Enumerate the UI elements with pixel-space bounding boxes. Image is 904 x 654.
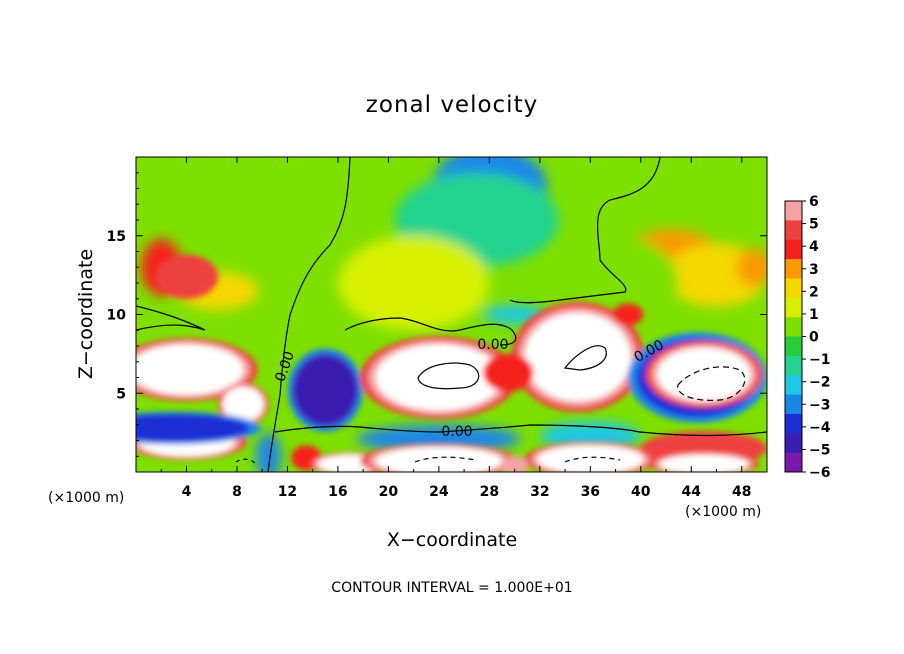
- zero-contour-upper-right: [509, 157, 661, 304]
- field-blob: [524, 312, 631, 402]
- colorbar-swatch: [785, 259, 802, 279]
- colorbar-label: −4: [809, 420, 831, 436]
- field-blob: [292, 353, 359, 427]
- colorbar-label: 6: [809, 194, 819, 210]
- colorbar-label: 1: [809, 307, 819, 323]
- colorbar-label: −3: [809, 397, 830, 413]
- colorbar-swatch: [785, 201, 802, 221]
- field-blob: [375, 344, 502, 411]
- y-tick-label: 5: [116, 386, 126, 402]
- x-tick-label: 8: [232, 484, 242, 500]
- zero-contour-mid: [344, 317, 517, 346]
- colorbar-label: −5: [809, 442, 830, 458]
- zero-contour-upper-left: [136, 305, 206, 331]
- field-blob: [613, 303, 644, 326]
- inner-contour-3: [677, 366, 746, 401]
- colorbar-label: 4: [809, 239, 819, 255]
- field-blob: [136, 413, 250, 443]
- contour-labels: 0.00 0.00 0.00 0.00: [272, 337, 666, 440]
- colorbar-label: 2: [809, 284, 819, 300]
- x-tick-label: 20: [379, 484, 399, 500]
- field-blob: [537, 445, 644, 472]
- x-axis: 4 8 12 16 20 24 28 32 36 40 44 48: [160, 157, 752, 500]
- x-axis-label: X−coordinate: [387, 529, 517, 551]
- colorbar-swatch: [785, 433, 802, 454]
- colorbar-label: 3: [809, 262, 819, 278]
- colorbar-label: −1: [809, 352, 830, 368]
- x-tick-label: 40: [631, 484, 651, 500]
- colorbar-swatch: [785, 220, 802, 241]
- colorbar-label: −2: [809, 375, 830, 391]
- x-tick-label: 32: [530, 484, 549, 500]
- plot-area: 0.00 0.00 0.00 0.00 4 8 12 16 20 24 28 32 36 40 44…: [107, 156, 768, 500]
- colorbar-swatch: [785, 394, 802, 415]
- field-blob: [154, 254, 219, 299]
- contour-interval-note: CONTOUR INTERVAL = 1.000E+01: [331, 580, 572, 596]
- colorbar-swatch: [785, 239, 802, 260]
- inner-contour-1: [417, 362, 480, 390]
- field-blob: [483, 353, 534, 392]
- x-tick-label: 12: [278, 484, 297, 500]
- y-axis: 5 10 15: [107, 172, 767, 457]
- field-blob: [500, 456, 529, 472]
- colorbar-swatch: [785, 355, 802, 376]
- field-blob: [223, 386, 264, 422]
- x-tick-label: 36: [581, 484, 600, 500]
- y-axis-label: Z−coordinate: [75, 249, 97, 379]
- field-blob: [659, 454, 749, 472]
- colorbar-label: 5: [809, 217, 819, 233]
- colorbar-swatch: [785, 317, 802, 337]
- x-tick-label: 24: [429, 484, 449, 500]
- inner-contour-5: [564, 456, 621, 463]
- colorbar-swatch: [785, 336, 802, 357]
- field-blob: [337, 235, 490, 331]
- heatmap-field: [136, 157, 767, 472]
- zero-contour-low: [274, 424, 767, 437]
- field-blob: [657, 347, 751, 402]
- field-blob: [255, 432, 282, 472]
- colorbar-swatch: [785, 278, 802, 299]
- colorbar-swatch: [785, 375, 802, 396]
- y-tick-label: 10: [107, 308, 127, 324]
- x-unit-right: (×1000 m): [685, 504, 761, 520]
- x-tick-label: 48: [732, 484, 751, 500]
- field-blob: [736, 248, 767, 287]
- x-tick-label: 16: [328, 484, 347, 500]
- colorbar-swatch: [785, 452, 802, 473]
- field-blob: [136, 344, 244, 395]
- x-tick-label: 44: [682, 484, 702, 500]
- colorbar-swatch: [785, 413, 802, 434]
- field-blob: [375, 446, 502, 472]
- contour-lines: [136, 157, 767, 472]
- colorbar-label: −6: [809, 465, 830, 481]
- y-tick-label: 15: [107, 229, 126, 245]
- x-tick-label: 28: [480, 484, 499, 500]
- colorbar-swatch: [785, 297, 802, 318]
- contour-label: 0.00: [477, 337, 508, 353]
- contour-label: 0.00: [441, 424, 472, 440]
- x-unit-left: (×1000 m): [48, 490, 124, 506]
- zero-contour-left: [267, 157, 351, 472]
- colorbar: 6 5 4 3 2 1 0 −1 −2 −3 −4 −5 −6: [784, 194, 831, 481]
- x-tick-label: 4: [182, 484, 192, 500]
- inner-contour-2: [563, 345, 607, 371]
- colorbar-label: 0: [809, 330, 819, 346]
- inner-contour-4: [414, 456, 476, 463]
- chart-title: zonal velocity: [366, 92, 538, 118]
- inner-contour-6: [235, 458, 257, 465]
